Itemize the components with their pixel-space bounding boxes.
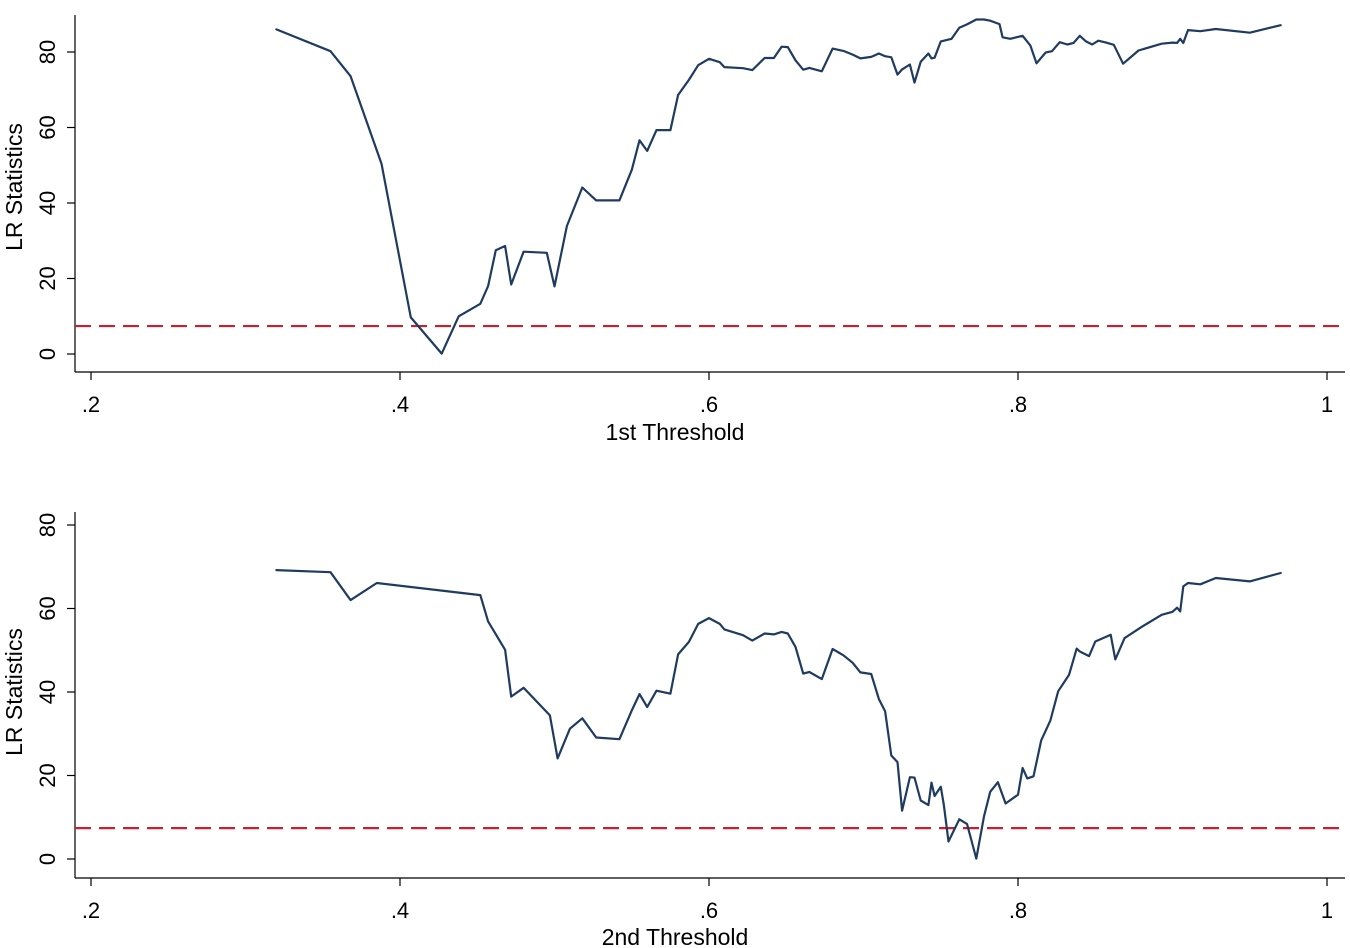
y-tick-label: 0 <box>35 348 60 360</box>
y-tick-label: 20 <box>35 763 60 787</box>
x-tick-label: .8 <box>1009 898 1027 923</box>
x-tick-label: .8 <box>1009 392 1027 417</box>
x-tick-label: .2 <box>82 898 100 923</box>
chart-panel-2nd-threshold: 0 20 40 60 80 .2 .4 .6 .8 1 2nd Threshold LR Statis… <box>1 512 1345 948</box>
chart-panel-1st-threshold: 0 20 40 60 80 .2 .4 .6 .8 1 1st Threshold LR Statis… <box>1 15 1345 445</box>
x-tick-label: .4 <box>391 898 409 923</box>
y-tick-label: 80 <box>35 40 60 64</box>
x-tick-label: 1 <box>1321 392 1333 417</box>
lr-statistic-line <box>275 568 1282 860</box>
y-tick-label: 80 <box>35 513 60 537</box>
lr-statistic-line <box>275 18 1282 355</box>
y-tick-label: 60 <box>35 115 60 139</box>
y-axis-title: LR Statistics <box>1 123 27 251</box>
x-tick-label: .4 <box>391 392 409 417</box>
x-axis-title: 2nd Threshold <box>602 924 749 948</box>
x-tick-label: 1 <box>1321 898 1333 923</box>
y-axis-title: LR Statistics <box>1 628 27 756</box>
x-tick-label: .2 <box>82 392 100 417</box>
y-tick-label: 60 <box>35 596 60 620</box>
x-axis-title: 1st Threshold <box>606 419 745 445</box>
y-tick-label: 0 <box>35 853 60 865</box>
x-tick-label: .6 <box>700 898 718 923</box>
y-tick-label: 20 <box>35 266 60 290</box>
x-tick-label: .6 <box>700 392 718 417</box>
y-tick-label: 40 <box>35 680 60 704</box>
y-tick-label: 40 <box>35 191 60 215</box>
